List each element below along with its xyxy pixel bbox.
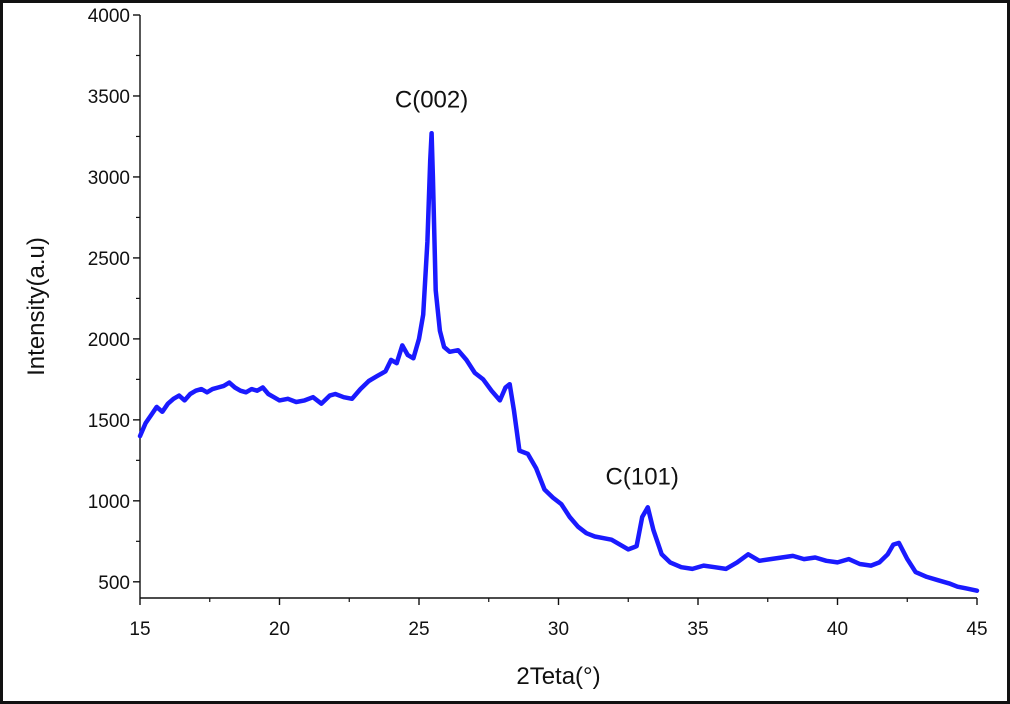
x-tick-label: 45 xyxy=(966,619,987,640)
y-tick-label: 2500 xyxy=(88,249,130,270)
y-tick-label: 3000 xyxy=(88,168,130,189)
annotations: C(002) C(101) xyxy=(395,86,679,490)
y-tick-label: 1000 xyxy=(88,492,130,513)
y-tick-label: 500 xyxy=(98,573,130,594)
peak-annotation: C(101) xyxy=(606,464,679,491)
y-tick-label: 1500 xyxy=(88,411,130,432)
peak-annotation: C(002) xyxy=(395,86,468,113)
y-axis-label: Intensity(a.u) xyxy=(23,237,50,376)
y-tick-label: 3500 xyxy=(88,87,130,108)
plot-area xyxy=(137,15,980,599)
intensity-line xyxy=(137,130,980,593)
x-tick-label: 25 xyxy=(408,619,429,640)
x-tick-label: 30 xyxy=(548,619,569,640)
x-axis-label: 2Teta(°) xyxy=(516,663,600,690)
x-tick-label: 40 xyxy=(827,619,848,640)
x-tick-label: 20 xyxy=(269,619,290,640)
x-axis-ticks: 15 20 25 30 35 40 45 xyxy=(129,598,988,640)
x-tick-label: 15 xyxy=(129,619,150,640)
x-tick-label: 35 xyxy=(687,619,708,640)
y-tick-label: 2000 xyxy=(88,330,130,351)
y-axis-ticks: 500 1000 1500 2000 2500 3000 3500 4000 xyxy=(88,6,140,594)
y-tick-label: 4000 xyxy=(88,6,130,27)
